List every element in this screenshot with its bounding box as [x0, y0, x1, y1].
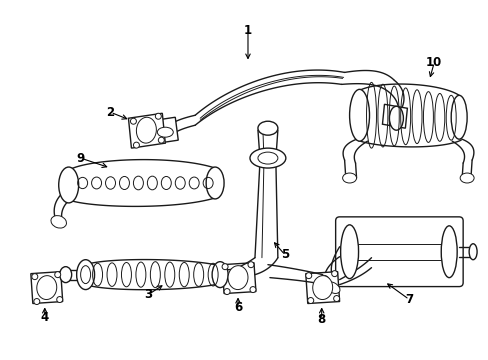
- Text: 1: 1: [244, 24, 251, 37]
- Ellipse shape: [312, 276, 332, 300]
- Ellipse shape: [37, 276, 57, 300]
- Ellipse shape: [247, 262, 253, 268]
- Text: 8: 8: [317, 313, 325, 326]
- Ellipse shape: [206, 167, 224, 199]
- Ellipse shape: [222, 264, 227, 270]
- Ellipse shape: [77, 260, 94, 289]
- Ellipse shape: [57, 297, 62, 302]
- Ellipse shape: [388, 106, 403, 130]
- Polygon shape: [222, 263, 255, 293]
- Ellipse shape: [325, 282, 339, 293]
- Ellipse shape: [468, 244, 476, 260]
- FancyBboxPatch shape: [335, 217, 462, 287]
- Text: 6: 6: [233, 301, 242, 314]
- Ellipse shape: [249, 148, 285, 168]
- Ellipse shape: [340, 225, 358, 279]
- Text: 3: 3: [144, 288, 152, 301]
- Ellipse shape: [349, 89, 369, 141]
- Ellipse shape: [34, 298, 40, 305]
- Ellipse shape: [319, 275, 329, 284]
- Ellipse shape: [51, 216, 66, 228]
- Ellipse shape: [459, 173, 473, 183]
- Ellipse shape: [333, 296, 339, 302]
- Ellipse shape: [133, 142, 139, 148]
- Ellipse shape: [60, 267, 72, 283]
- Ellipse shape: [342, 173, 356, 183]
- Polygon shape: [128, 113, 165, 148]
- Text: 7: 7: [405, 293, 412, 306]
- Polygon shape: [382, 104, 407, 128]
- Ellipse shape: [130, 118, 136, 124]
- Ellipse shape: [331, 271, 337, 276]
- Ellipse shape: [227, 266, 247, 289]
- Ellipse shape: [32, 274, 38, 280]
- Polygon shape: [305, 272, 339, 303]
- Text: 2: 2: [106, 106, 114, 119]
- Ellipse shape: [450, 95, 466, 139]
- Ellipse shape: [158, 137, 164, 143]
- Polygon shape: [155, 117, 178, 143]
- Ellipse shape: [136, 117, 156, 143]
- Ellipse shape: [440, 226, 456, 278]
- Ellipse shape: [305, 273, 311, 279]
- Ellipse shape: [212, 262, 227, 288]
- Ellipse shape: [155, 113, 161, 119]
- Ellipse shape: [307, 298, 313, 303]
- Text: 5: 5: [280, 248, 288, 261]
- Text: 9: 9: [76, 152, 84, 165]
- Ellipse shape: [258, 121, 277, 135]
- Ellipse shape: [59, 167, 79, 203]
- Ellipse shape: [55, 272, 61, 278]
- Text: 10: 10: [425, 56, 442, 69]
- Ellipse shape: [81, 266, 90, 284]
- Text: 4: 4: [41, 311, 49, 324]
- Ellipse shape: [157, 127, 173, 137]
- Ellipse shape: [258, 152, 277, 164]
- Ellipse shape: [224, 289, 229, 294]
- Polygon shape: [31, 272, 62, 303]
- Ellipse shape: [249, 287, 255, 293]
